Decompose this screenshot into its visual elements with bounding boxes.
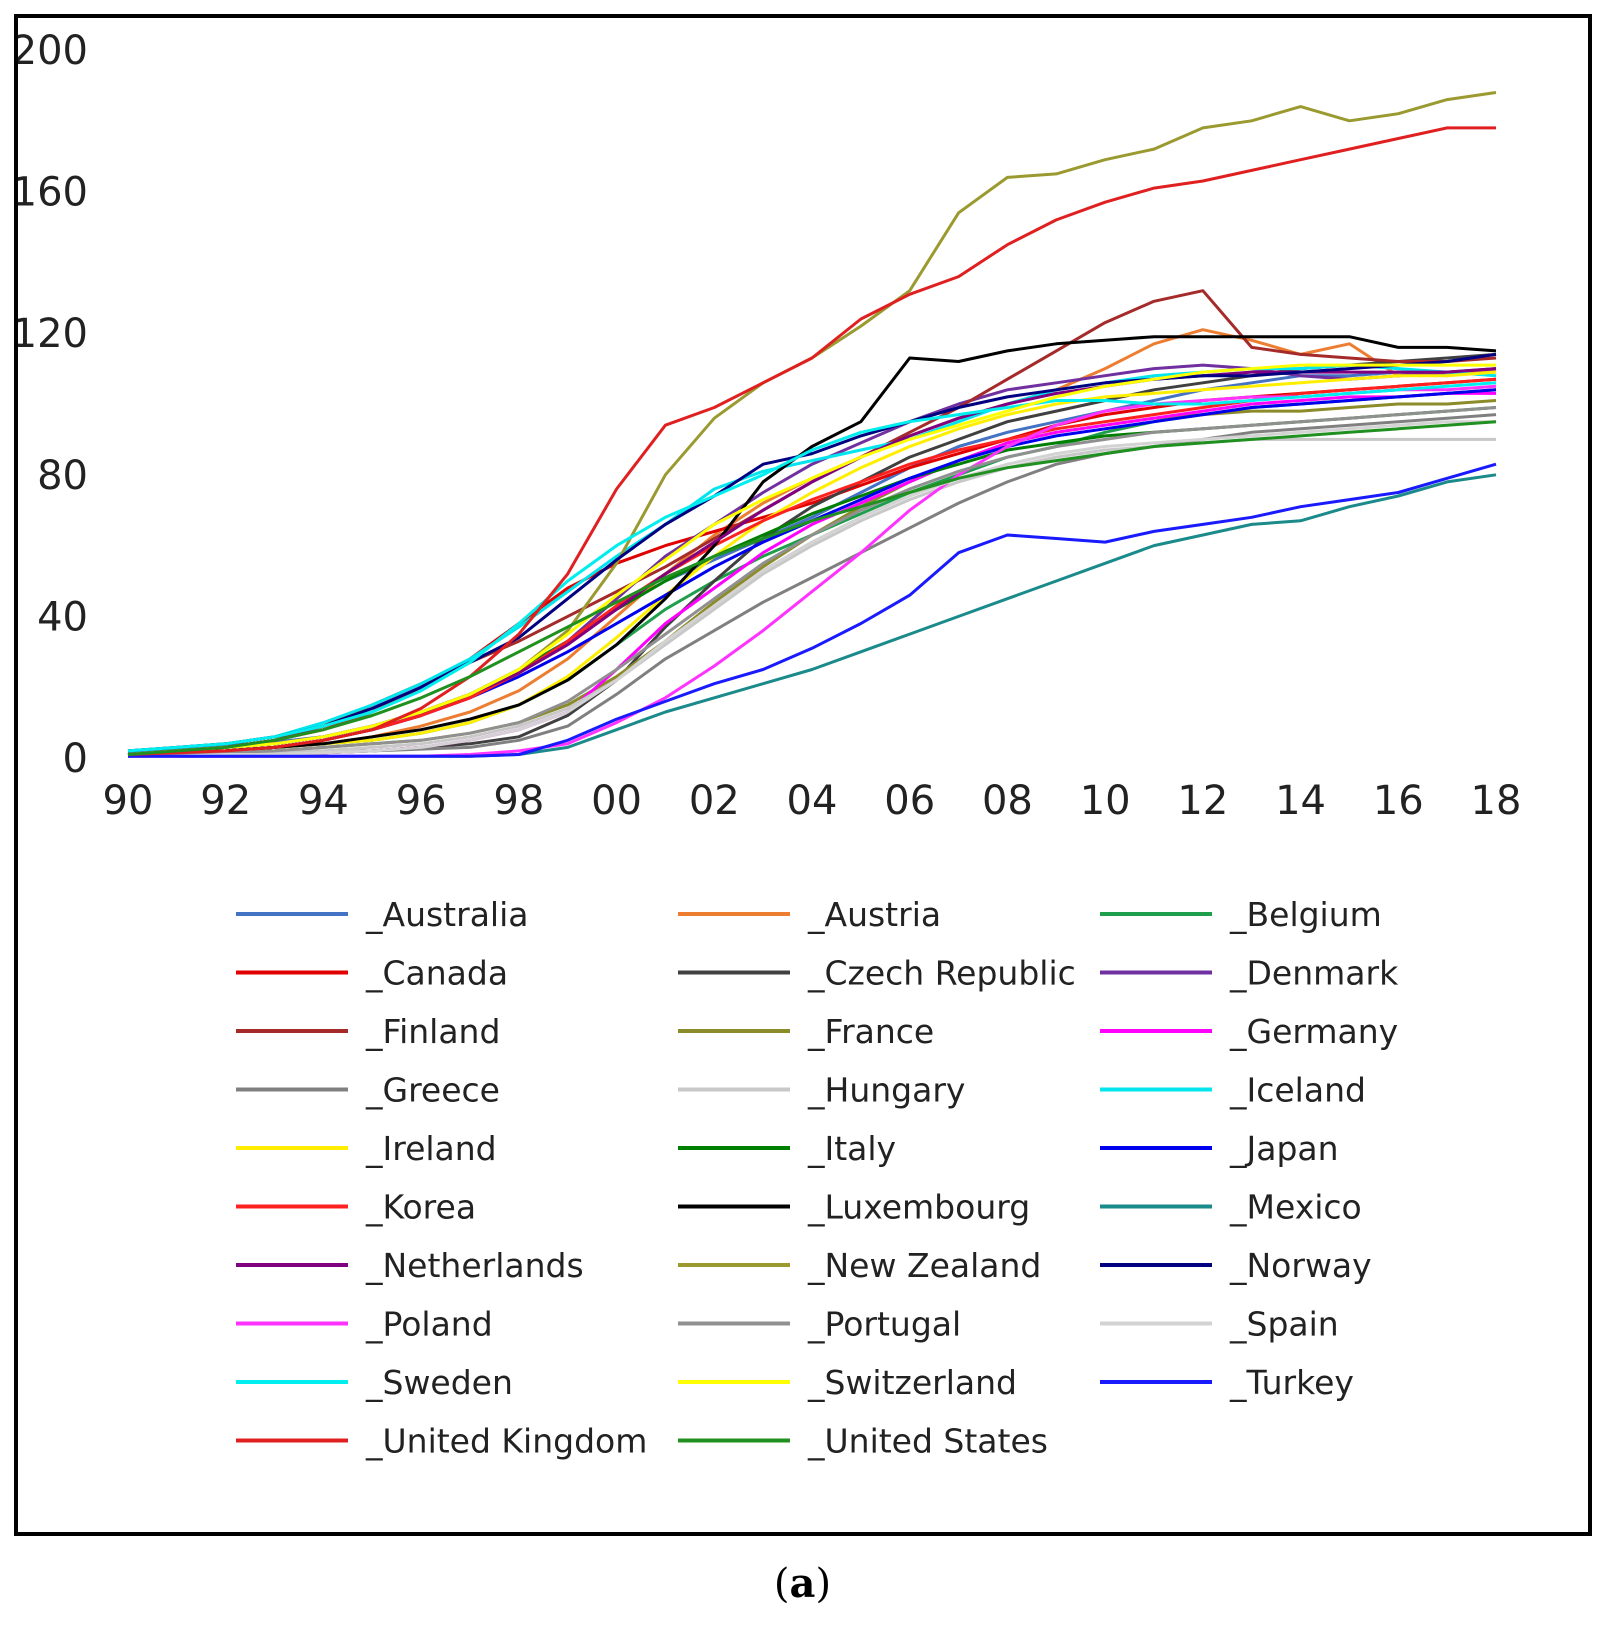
legend-label-mexico: _Mexico [1229, 1188, 1362, 1227]
legend-label-spain: _Spain [1229, 1305, 1339, 1344]
legend-label-finland: _Finland [365, 1012, 500, 1051]
legend-label-switzerland: _Switzerland [807, 1363, 1017, 1402]
legend-label-korea: _Korea [365, 1188, 476, 1227]
legend: _Australia _Austria _Belgium _Canada _Czech … [236, 895, 1399, 1461]
x-tick-label: 08 [982, 778, 1033, 824]
legend-label-united-states: _United States [807, 1422, 1048, 1461]
legend-label-portugal: _Portugal [807, 1305, 961, 1344]
x-tick-label: 06 [884, 778, 935, 824]
legend-label-united-kingdom: _United Kingdom [365, 1422, 647, 1461]
legend-label-belgium: _Belgium [1229, 895, 1382, 934]
legend-label-netherlands: _Netherlands [365, 1246, 584, 1285]
legend-label-austria: _Austria [807, 895, 941, 934]
legend-box [212, 878, 1424, 1502]
series-line-portugal [127, 406, 1497, 758]
x-tick-label: 04 [787, 778, 838, 824]
series-line-sweden [127, 381, 1497, 753]
series-line-united-states [127, 420, 1497, 756]
x-axis: 90 92 94 96 98 00 02 04 06 08 10 12 14 16 18 [103, 778, 1522, 824]
legend-label-luxembourg: _Luxembourg [807, 1188, 1030, 1227]
legend-label-turkey: _Turkey [1229, 1363, 1354, 1402]
legend-label-canada: _Canada [365, 954, 508, 993]
legend-label-czech-republic: _Czech Republic [807, 954, 1076, 993]
series-line-turkey [128, 462, 1497, 758]
x-tick-label: 16 [1373, 778, 1424, 824]
caption-close: ) [815, 1561, 832, 1607]
y-tick-label: 200 [18, 28, 88, 74]
y-tick-label: 120 [18, 311, 88, 357]
y-tick-label: 80 [37, 453, 88, 499]
legend-label-iceland: _Iceland [1229, 1071, 1366, 1110]
legend-label-france: _France [807, 1012, 934, 1051]
chart-frame: 0 40 80 120 160 200 90 92 94 96 98 00 02 04 06 08 10 12 1… [14, 14, 1592, 1536]
series-line-spain [128, 420, 1496, 758]
legend-label-sweden: _Sweden [365, 1363, 513, 1402]
caption-letter: a [789, 1560, 816, 1607]
x-tick-label: 18 [1471, 778, 1522, 824]
x-tick-label: 90 [103, 778, 154, 824]
legend-label-hungary: _Hungary [807, 1071, 965, 1110]
legend-label-new-zealand: _New Zealand [807, 1246, 1041, 1285]
x-tick-label: 96 [396, 778, 447, 824]
y-axis: 0 40 80 120 160 200 [18, 28, 88, 782]
series-line-switzerland [127, 363, 1496, 756]
legend-label-japan: _Japan [1229, 1129, 1339, 1168]
legend-label-norway: _Norway [1229, 1246, 1372, 1285]
x-tick-label: 12 [1177, 778, 1228, 824]
series-line-norway [127, 352, 1497, 753]
x-tick-label: 94 [298, 778, 349, 824]
x-tick-label: 14 [1275, 778, 1326, 824]
legend-label-greece: _Greece [365, 1071, 500, 1110]
y-tick-label: 40 [37, 594, 88, 640]
series-line-united-kingdom [127, 126, 1496, 756]
series-line-luxembourg [127, 335, 1497, 756]
legend-label-germany: _Germany [1229, 1012, 1398, 1051]
legend-label-australia: _Australia [365, 895, 528, 934]
y-tick-label: 0 [63, 736, 88, 782]
y-tick-label: 160 [18, 170, 88, 216]
chart-svg: 0 40 80 120 160 200 90 92 94 96 98 00 02 04 06 08 10 12 1… [18, 18, 1588, 1532]
legend-label-poland: _Poland [365, 1305, 493, 1344]
x-tick-label: 10 [1080, 778, 1131, 824]
figure-caption: (a) [0, 1560, 1605, 1607]
x-tick-label: 02 [689, 778, 740, 824]
x-tick-label: 98 [493, 778, 544, 824]
x-tick-label: 92 [200, 778, 251, 824]
legend-label-italy: _Italy [807, 1129, 896, 1168]
series-line-ireland [127, 370, 1497, 756]
legend-label-ireland: _Ireland [365, 1129, 497, 1168]
legend-label-denmark: _Denmark [1229, 954, 1399, 993]
caption-open: ( [773, 1561, 790, 1607]
series-group [127, 91, 1497, 758]
x-tick-label: 00 [591, 778, 642, 824]
